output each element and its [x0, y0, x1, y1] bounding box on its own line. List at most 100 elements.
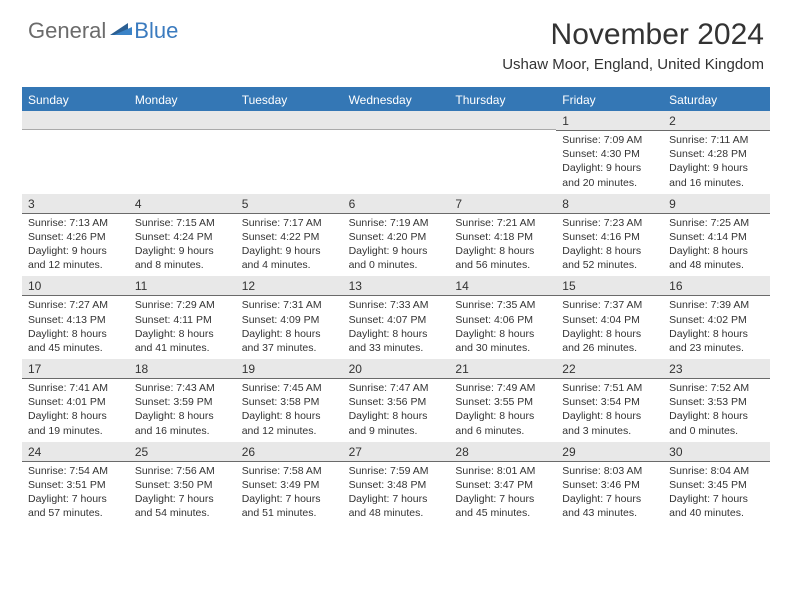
sunrise-text: Sunrise: 7:59 AM	[349, 464, 444, 478]
day-body-cell: Sunrise: 8:04 AMSunset: 3:45 PMDaylight:…	[663, 462, 770, 525]
day-body-cell: Sunrise: 7:25 AMSunset: 4:14 PMDaylight:…	[663, 214, 770, 277]
day-body-cell: Sunrise: 7:35 AMSunset: 4:06 PMDaylight:…	[449, 296, 556, 359]
sunrise-text: Sunrise: 7:37 AM	[562, 298, 657, 312]
daylight-text: Daylight: 8 hours and 6 minutes.	[455, 409, 550, 437]
sunrise-text: Sunrise: 7:31 AM	[242, 298, 337, 312]
sunrise-text: Sunrise: 7:56 AM	[135, 464, 230, 478]
sunset-text: Sunset: 4:24 PM	[135, 230, 230, 244]
sunset-text: Sunset: 3:58 PM	[242, 395, 337, 409]
day-number-cell: 11	[129, 276, 236, 296]
sunset-text: Sunset: 4:26 PM	[28, 230, 123, 244]
day-body-cell: Sunrise: 7:41 AMSunset: 4:01 PMDaylight:…	[22, 379, 129, 442]
day-body-cell: Sunrise: 7:56 AMSunset: 3:50 PMDaylight:…	[129, 462, 236, 525]
day-number-cell: 25	[129, 442, 236, 462]
day-number-cell: 30	[663, 442, 770, 462]
day-number: 20	[343, 359, 450, 378]
sunrise-text: Sunrise: 8:01 AM	[455, 464, 550, 478]
sunset-text: Sunset: 4:14 PM	[669, 230, 764, 244]
sunrise-text: Sunrise: 8:03 AM	[562, 464, 657, 478]
sunset-text: Sunset: 3:45 PM	[669, 478, 764, 492]
sunset-text: Sunset: 4:22 PM	[242, 230, 337, 244]
sunset-text: Sunset: 3:51 PM	[28, 478, 123, 492]
day-header-row: Sunday Monday Tuesday Wednesday Thursday…	[22, 89, 770, 111]
sunset-text: Sunset: 3:50 PM	[135, 478, 230, 492]
day-number-cell: 18	[129, 359, 236, 379]
week-body-row: Sunrise: 7:27 AMSunset: 4:13 PMDaylight:…	[22, 296, 770, 359]
day-body-cell: Sunrise: 7:49 AMSunset: 3:55 PMDaylight:…	[449, 379, 556, 442]
day-number: 25	[129, 442, 236, 461]
sunset-text: Sunset: 3:47 PM	[455, 478, 550, 492]
sunset-text: Sunset: 4:13 PM	[28, 313, 123, 327]
day-number-cell: 19	[236, 359, 343, 379]
day-number: 9	[663, 194, 770, 213]
day-number: 6	[343, 194, 450, 213]
day-number: 13	[343, 276, 450, 295]
day-body-cell: Sunrise: 7:15 AMSunset: 4:24 PMDaylight:…	[129, 214, 236, 277]
daylight-text: Daylight: 9 hours and 12 minutes.	[28, 244, 123, 272]
daylight-text: Daylight: 8 hours and 45 minutes.	[28, 327, 123, 355]
sunrise-text: Sunrise: 7:54 AM	[28, 464, 123, 478]
week-body-row: Sunrise: 7:09 AMSunset: 4:30 PMDaylight:…	[22, 131, 770, 194]
day-body-cell: Sunrise: 7:11 AMSunset: 4:28 PMDaylight:…	[663, 131, 770, 194]
day-body-cell: Sunrise: 7:58 AMSunset: 3:49 PMDaylight:…	[236, 462, 343, 525]
day-number-cell: 23	[663, 359, 770, 379]
daylight-text: Daylight: 9 hours and 4 minutes.	[242, 244, 337, 272]
sunset-text: Sunset: 3:55 PM	[455, 395, 550, 409]
day-number-cell: 1	[556, 111, 663, 131]
day-body-cell	[236, 131, 343, 194]
day-number-cell: 2	[663, 111, 770, 131]
day-number-cell: 9	[663, 194, 770, 214]
day-number: 23	[663, 359, 770, 378]
page-header: General Blue November 2024 Ushaw Moor, E…	[0, 0, 792, 79]
sunset-text: Sunset: 3:56 PM	[349, 395, 444, 409]
day-number: 21	[449, 359, 556, 378]
daylight-text: Daylight: 8 hours and 48 minutes.	[669, 244, 764, 272]
day-body-cell: Sunrise: 7:27 AMSunset: 4:13 PMDaylight:…	[22, 296, 129, 359]
daylight-text: Daylight: 8 hours and 41 minutes.	[135, 327, 230, 355]
day-header-cell: Wednesday	[343, 89, 450, 111]
day-number: 26	[236, 442, 343, 461]
day-number-cell: 14	[449, 276, 556, 296]
day-header-cell: Thursday	[449, 89, 556, 111]
day-body-cell: Sunrise: 7:21 AMSunset: 4:18 PMDaylight:…	[449, 214, 556, 277]
day-number-cell	[22, 111, 129, 130]
logo-mark-icon	[110, 21, 132, 42]
day-number: 18	[129, 359, 236, 378]
sunset-text: Sunset: 4:30 PM	[562, 147, 657, 161]
sunset-text: Sunset: 4:20 PM	[349, 230, 444, 244]
daylight-text: Daylight: 8 hours and 52 minutes.	[562, 244, 657, 272]
daylight-text: Daylight: 8 hours and 33 minutes.	[349, 327, 444, 355]
sunrise-text: Sunrise: 7:47 AM	[349, 381, 444, 395]
day-header-cell: Sunday	[22, 89, 129, 111]
daylight-text: Daylight: 8 hours and 26 minutes.	[562, 327, 657, 355]
day-body-cell: Sunrise: 7:33 AMSunset: 4:07 PMDaylight:…	[343, 296, 450, 359]
day-body-cell	[129, 131, 236, 194]
daylight-text: Daylight: 8 hours and 30 minutes.	[455, 327, 550, 355]
day-body-cell: Sunrise: 7:45 AMSunset: 3:58 PMDaylight:…	[236, 379, 343, 442]
day-number: 19	[236, 359, 343, 378]
day-body-cell: Sunrise: 7:17 AMSunset: 4:22 PMDaylight:…	[236, 214, 343, 277]
day-body-cell: Sunrise: 7:31 AMSunset: 4:09 PMDaylight:…	[236, 296, 343, 359]
day-number: 2	[663, 111, 770, 130]
day-body-cell: Sunrise: 8:01 AMSunset: 3:47 PMDaylight:…	[449, 462, 556, 525]
sunset-text: Sunset: 3:48 PM	[349, 478, 444, 492]
day-number-cell: 10	[22, 276, 129, 296]
sunrise-text: Sunrise: 7:41 AM	[28, 381, 123, 395]
calendar-grid: Sunday Monday Tuesday Wednesday Thursday…	[22, 87, 770, 524]
sunrise-text: Sunrise: 7:35 AM	[455, 298, 550, 312]
daylight-text: Daylight: 9 hours and 0 minutes.	[349, 244, 444, 272]
daylight-text: Daylight: 7 hours and 54 minutes.	[135, 492, 230, 520]
sunset-text: Sunset: 3:53 PM	[669, 395, 764, 409]
day-number: 8	[556, 194, 663, 213]
day-body-cell: Sunrise: 7:09 AMSunset: 4:30 PMDaylight:…	[556, 131, 663, 194]
sunrise-text: Sunrise: 8:04 AM	[669, 464, 764, 478]
brand-logo: General Blue	[28, 18, 178, 44]
logo-text-part1: General	[28, 18, 106, 44]
week-daynum-row: 24252627282930	[22, 442, 770, 462]
sunrise-text: Sunrise: 7:25 AM	[669, 216, 764, 230]
sunrise-text: Sunrise: 7:19 AM	[349, 216, 444, 230]
day-body-cell: Sunrise: 7:37 AMSunset: 4:04 PMDaylight:…	[556, 296, 663, 359]
day-number: 1	[556, 111, 663, 130]
daylight-text: Daylight: 7 hours and 57 minutes.	[28, 492, 123, 520]
logo-text-part2: Blue	[134, 18, 178, 44]
